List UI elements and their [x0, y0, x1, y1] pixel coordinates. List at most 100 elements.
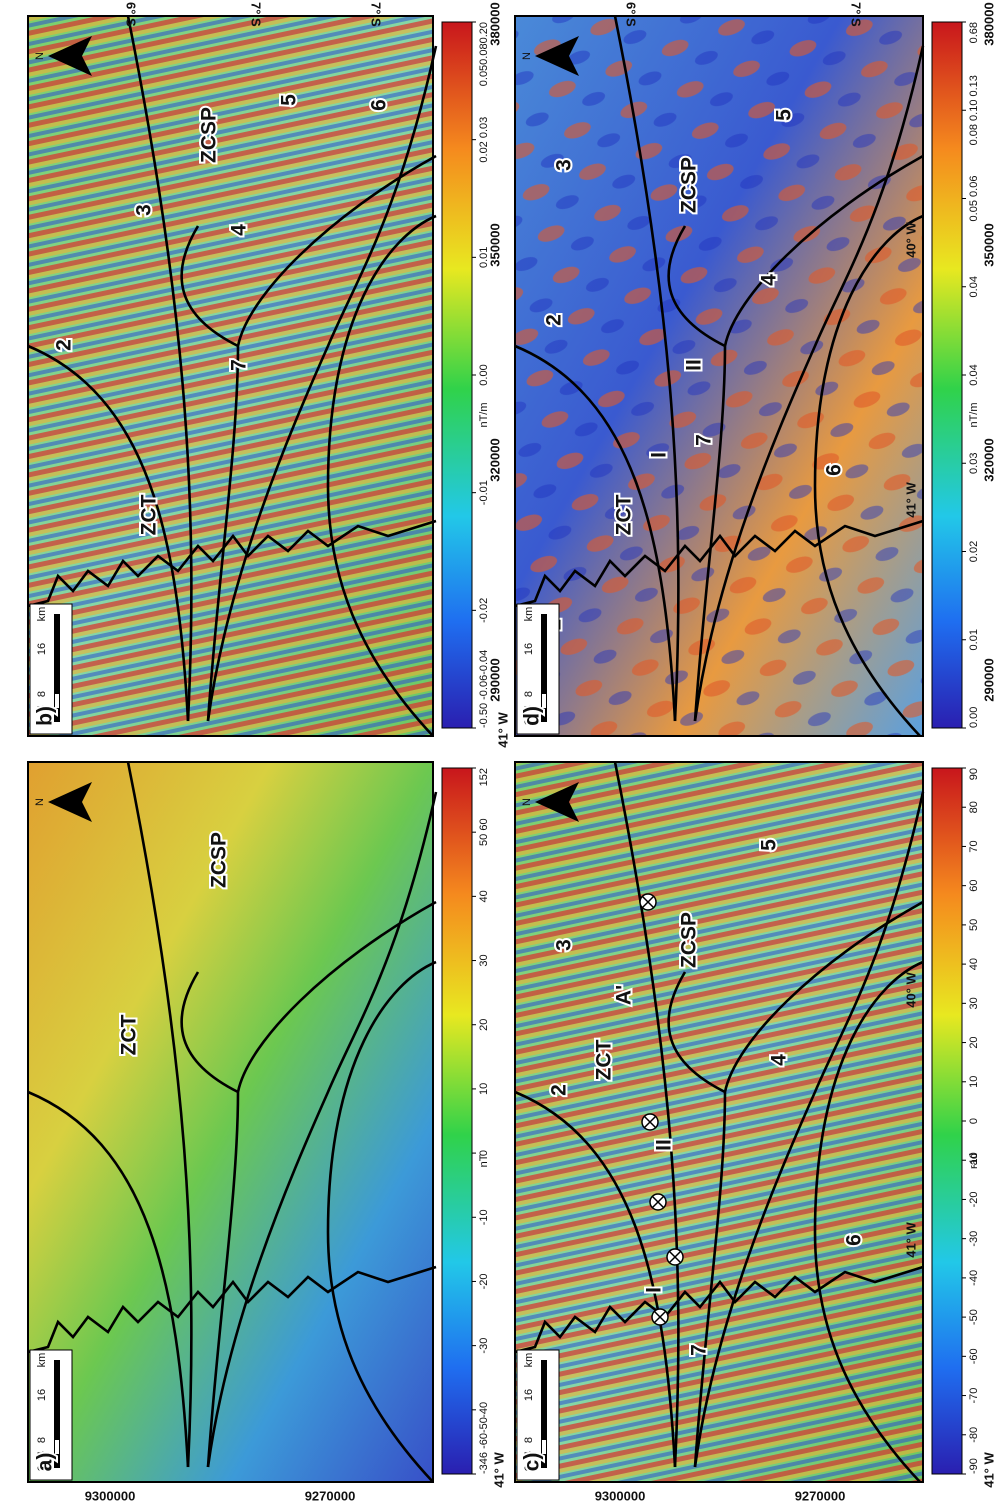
coordinate-label: 9270000 [795, 1488, 846, 1503]
colorbar-tick-label: 70 [968, 840, 980, 852]
map-label: I [643, 1287, 666, 1293]
coordinate-label: 6° S [624, 2, 639, 27]
coordinate-label: 290000 [487, 658, 502, 701]
scale-label: 8 [36, 1437, 48, 1443]
map-label: 3 [133, 204, 156, 216]
map-label: 5 [758, 839, 781, 851]
north-label: N [34, 52, 46, 60]
scale-label: 16 [523, 643, 535, 655]
colorbar-tick-label: 30 [968, 997, 980, 1009]
map-label: 5 [773, 109, 796, 121]
strike-symbol-cross [651, 1195, 665, 1209]
colorbar-tick-label: 80 [968, 801, 980, 813]
scale-box [29, 1349, 73, 1481]
coordinate-label: 380000 [981, 2, 996, 45]
colorbar-tick-label: 40 [968, 958, 980, 970]
north-arrow [535, 782, 579, 822]
scale-label: 16 [36, 1389, 48, 1401]
map-label: ZCSP [198, 107, 221, 163]
map-label: 7 [228, 359, 251, 371]
north-label: N [521, 52, 533, 60]
colorbar-unit: rad [968, 1153, 980, 1169]
map-label: 6 [843, 1234, 866, 1246]
colorbar [441, 767, 473, 1475]
coordinate-label: 320000 [487, 438, 502, 481]
map-texture [515, 16, 923, 736]
colorbar-tick-label: 0.01 [968, 629, 980, 650]
colorbar-tick-label: 0.00 [478, 364, 490, 385]
scale-label: 0 [523, 719, 535, 725]
panel-letter: b) [34, 706, 57, 726]
colorbar-tick-label: -20 [478, 1274, 490, 1290]
colorbar-tick-label: 10 [478, 1083, 490, 1095]
colorbar-tick-label: 0.68 [968, 22, 980, 43]
colorbar-tick-label: 50 [968, 919, 980, 931]
map-texture [28, 16, 433, 736]
scale-label: km [36, 1353, 48, 1368]
colorbar-tick-label: 30 [478, 954, 490, 966]
north-arrow [535, 36, 579, 76]
scale-label: 0 [36, 719, 48, 725]
coordinate-label: 40° W [903, 972, 918, 1008]
map-label: 4 [228, 224, 251, 236]
colorbar [441, 21, 473, 729]
map-label: II [683, 359, 706, 371]
coordinate-label: 41° W [903, 1222, 918, 1258]
colorbar-tick-label: -10 [968, 1152, 980, 1168]
map-label: ZCSP [208, 832, 231, 888]
colorbar-tick-label: 90 [968, 768, 980, 780]
scale-box [516, 603, 560, 735]
strike-symbol-cross [643, 1115, 657, 1129]
map-label: 4 [768, 1054, 791, 1066]
coordinate-label: 320000 [981, 438, 996, 481]
scale-label: 8 [523, 691, 535, 697]
colorbar-tick-label: -0.02 [478, 598, 490, 623]
map-label: 2 [548, 1084, 571, 1096]
colorbar-unit: nT/m [478, 402, 490, 427]
map-label: 4 [758, 274, 781, 286]
map-label: 3 [553, 159, 576, 171]
strike-symbol-cross [653, 1310, 667, 1324]
map-label: 6 [823, 464, 846, 476]
colorbar-tick-label: 0.05 0.06 [968, 176, 980, 222]
colorbar-tick-label: -80 [968, 1427, 980, 1443]
map-label: 7 [688, 1344, 711, 1356]
map-background [28, 762, 433, 1482]
coordinate-label: 41° W [495, 712, 510, 748]
scale-bar-white [55, 1440, 59, 1454]
map-label: 5 [278, 94, 301, 106]
coordinate-label: 9300000 [595, 1488, 646, 1503]
colorbar-tick-label: 60 [968, 880, 980, 892]
scale-bar [541, 614, 547, 722]
coordinate-label: 7° S [369, 2, 384, 27]
colorbar [931, 767, 963, 1475]
north-label: N [521, 798, 533, 806]
coordinate-label: 380000 [487, 2, 502, 45]
panel-letter: c) [521, 1453, 544, 1472]
map-label: ZCT [593, 1039, 616, 1080]
north-label: N [34, 798, 46, 806]
colorbar-tick-label: 0.050.080.20 [478, 22, 490, 86]
map-frame [514, 761, 924, 1483]
scale-label: 16 [523, 1389, 535, 1401]
scale-box [29, 603, 73, 735]
coordinate-label: 41° W [981, 1452, 996, 1488]
map-label: 3 [553, 939, 576, 951]
colorbar-unit: nT/m [968, 402, 980, 427]
scale-label: km [523, 607, 535, 622]
panel-letter: a) [34, 1453, 57, 1472]
colorbar-tick-label: -60 [968, 1348, 980, 1364]
colorbar-tick-label: 50 60 [478, 818, 490, 846]
colorbar-tick-label: 0 [478, 1150, 490, 1156]
scale-label: km [523, 1353, 535, 1368]
coordinate-label: 350000 [981, 223, 996, 266]
scale-label: 0 [36, 1465, 48, 1471]
scale-label: 0 [523, 1465, 535, 1471]
strike-symbol-cross [668, 1250, 682, 1264]
scale-bar [54, 614, 60, 722]
coordinate-label: 9300000 [85, 1488, 136, 1503]
map-texture [515, 762, 923, 1482]
coordinate-label: 350000 [487, 223, 502, 266]
map-label: ZCT [138, 494, 161, 535]
colorbar-tick-label: 0.00 [968, 707, 980, 728]
